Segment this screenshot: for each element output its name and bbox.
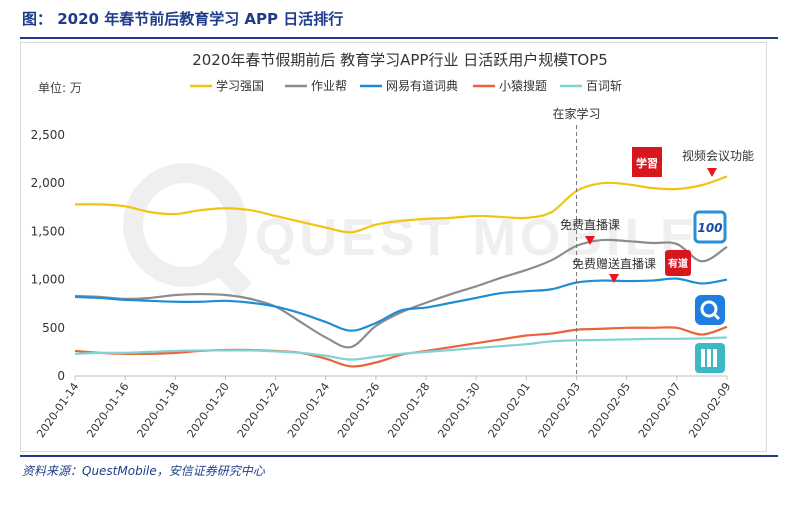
zuoyebang-icon <box>693 210 727 244</box>
annotation-label: 免费直播课 <box>560 217 620 232</box>
chart-title: 2020年春节假期前后 教育学习APP行业 日活跃用户规模TOP5 <box>192 51 608 69</box>
x-tick-label: 2020-01-28 <box>385 380 432 440</box>
app-icons: 学習 100 有道 <box>632 147 727 373</box>
baicizhan-bar <box>713 349 717 367</box>
xiaoyuan-logo <box>695 295 725 325</box>
legend: 学习强国 作业帮 网易有道词典 小猿搜题 百词斩 <box>190 78 622 93</box>
y-tick-label: 2,500 <box>31 128 65 142</box>
legend-label: 学习强国 <box>216 78 264 93</box>
legend-label: 小猿搜题 <box>499 78 547 93</box>
series-lines <box>74 175 728 368</box>
x-tick-label: 2020-01-22 <box>235 380 282 440</box>
xiaoyuan-icon <box>695 295 725 325</box>
x-tick-label: 2020-02-03 <box>536 380 583 440</box>
series-line-0 <box>74 175 728 234</box>
bottom-rule <box>20 455 778 457</box>
xuexi-icon <box>632 147 662 177</box>
x-tick-label: 2020-01-24 <box>285 380 332 440</box>
annotation-arrow-icon <box>707 168 717 177</box>
y-tick-label: 0 <box>57 369 65 383</box>
search-icon <box>700 300 718 318</box>
x-tick-label: 2020-01-20 <box>185 380 232 440</box>
search-handle <box>712 312 721 321</box>
y-tick-label: 500 <box>42 321 65 335</box>
source-note: 资料来源：QuestMobile，安信证券研究中心 <box>22 464 265 478</box>
annotation-label: 在家学习 <box>553 106 601 121</box>
x-tick-label: 2020-01-30 <box>435 380 482 440</box>
watermark: QUEST MOBILE <box>123 163 699 298</box>
baicizhan-bar <box>701 349 705 367</box>
annotation-arrow-icon <box>609 274 619 283</box>
x-tick-label: 2020-01-14 <box>34 380 81 440</box>
y-tick-label: 1,500 <box>31 224 65 238</box>
x-tick-label: 2020-02-05 <box>586 380 633 440</box>
baicizhan-logo <box>695 343 725 373</box>
annotation-label: 视频会议功能 <box>682 148 754 163</box>
y-axis: 0 500 1,000 1,500 2,000 2,500 <box>31 128 65 383</box>
x-tick-label: 2020-02-09 <box>686 380 733 440</box>
series-line-1 <box>74 238 728 349</box>
x-tick-label: 2020-01-18 <box>134 380 181 440</box>
y-tick-label: 2,000 <box>31 176 65 190</box>
legend-label: 网易有道词典 <box>386 79 458 93</box>
xuexi-icon-text: 学習 <box>636 156 658 170</box>
youdao-icon-text: 有道 <box>668 257 688 270</box>
zuoyebang-icon-text: 100 <box>697 221 722 235</box>
x-tick-label: 2020-02-01 <box>486 380 533 440</box>
baicizhan-bar <box>707 349 711 367</box>
chart-panel <box>20 42 767 452</box>
youdao-icon <box>665 250 691 276</box>
youdao-logo: 有道 <box>665 250 691 276</box>
legend-label: 作业帮 <box>311 79 347 93</box>
series-line-4 <box>74 336 728 361</box>
series-line-2 <box>74 277 728 332</box>
y-tick-label: 1,000 <box>31 273 65 287</box>
zuoyebang-logo: 100 <box>693 210 727 244</box>
series-line-3 <box>74 325 728 368</box>
top-rule <box>20 37 778 39</box>
x-axis: 2020-01-14 2020-01-16 2020-01-18 2020-01-20… <box>34 375 733 440</box>
x-tick-label: 2020-01-16 <box>84 380 131 440</box>
x-tick-label: 2020-02-07 <box>636 380 683 440</box>
legend-label: 百词斩 <box>586 79 622 93</box>
annotation-arrow-icon <box>585 236 595 245</box>
figure-title: 图： 2020 年春节前后教育学习 APP 日活排行 <box>22 10 344 28</box>
xuexi-qiangguo-logo: 学習 <box>632 147 662 177</box>
watermark-text: QUEST MOBILE <box>255 209 699 267</box>
unit-label: 单位: 万 <box>38 80 82 95</box>
x-tick-label: 2020-01-26 <box>335 380 382 440</box>
annotation-label: 免费赠送直播课 <box>572 256 656 271</box>
